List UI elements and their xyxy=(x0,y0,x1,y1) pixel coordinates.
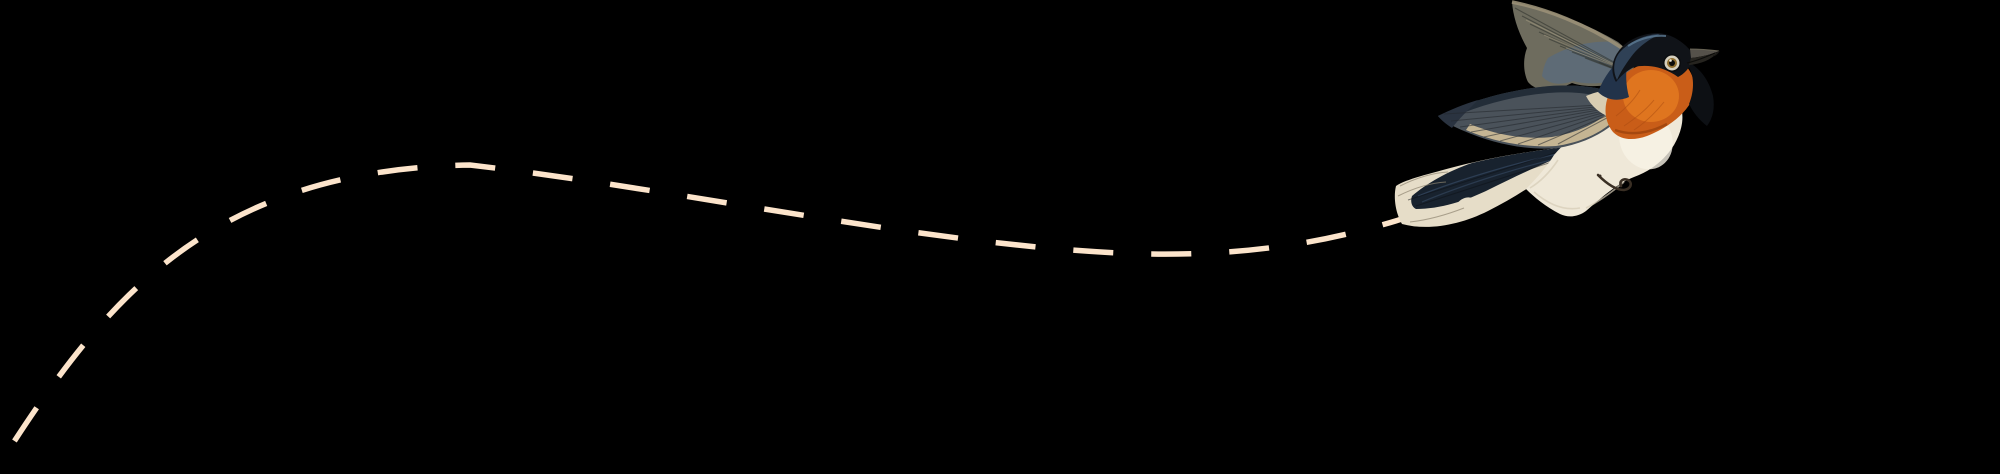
throat-highlight xyxy=(1623,70,1679,122)
tail-sheen-line-1 xyxy=(1417,151,1567,197)
crown-gloss xyxy=(1614,34,1660,80)
tail-cream-scallop-2 xyxy=(1431,206,1453,222)
throat-streaks xyxy=(1615,89,1665,131)
beak-tip-hook xyxy=(1712,50,1720,57)
tail-dark-striations xyxy=(1407,149,1565,207)
bird-near-wing xyxy=(1438,85,1624,149)
tail-sheen-line-2 xyxy=(1421,157,1561,203)
beak-culmen-line xyxy=(1689,48,1720,52)
collar-black xyxy=(1688,62,1714,126)
tail-navy-feathers xyxy=(1411,146,1574,209)
near-wing-striations xyxy=(1443,103,1619,146)
near-wing-buff-secondaries xyxy=(1466,110,1618,147)
crown-highlight-streak xyxy=(1627,34,1667,47)
far-wing-light-striations xyxy=(1525,19,1621,69)
bird-throat xyxy=(1605,59,1695,140)
bird-foot xyxy=(1596,173,1633,192)
throat-lower-shadow xyxy=(1614,122,1668,135)
bird-head xyxy=(1598,33,1714,126)
beak-gape-line xyxy=(1686,52,1716,64)
tail-cream-striations xyxy=(1397,171,1465,223)
swallow-bird-icon xyxy=(1394,0,1720,227)
eye-gleam xyxy=(1669,59,1672,62)
foot-curl xyxy=(1596,173,1633,192)
bird-eye xyxy=(1663,54,1681,72)
beak-upper xyxy=(1690,49,1719,58)
foot-claw-dot xyxy=(1598,174,1602,178)
bird-beak xyxy=(1686,48,1720,65)
far-wing-leading-edge xyxy=(1511,0,1623,50)
tail-cream-scallop-1 xyxy=(1407,211,1429,227)
near-wing-tip-shadow xyxy=(1438,100,1478,128)
bird-tail xyxy=(1394,146,1574,227)
dashed-flight-path-icon xyxy=(0,162,1453,469)
